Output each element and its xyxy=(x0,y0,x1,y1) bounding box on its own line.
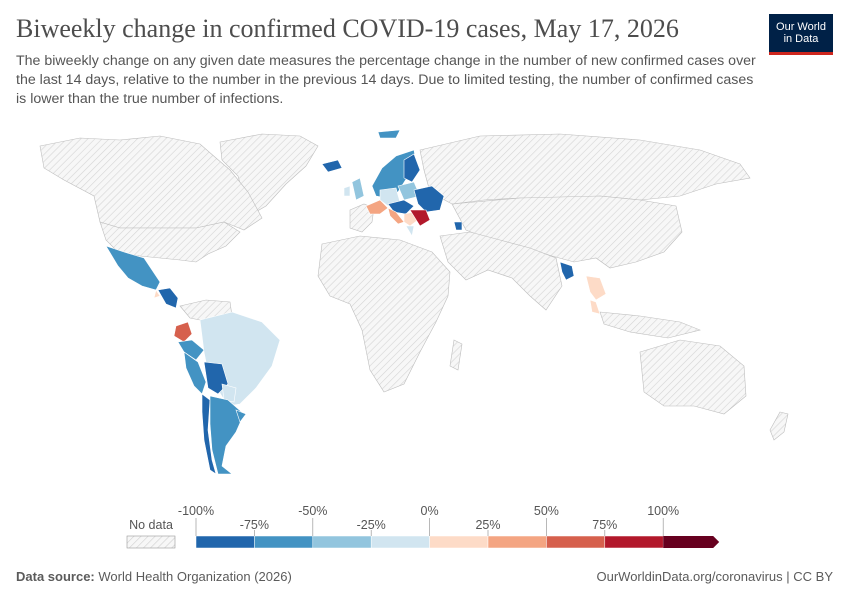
legend-label: -75% xyxy=(240,518,269,532)
region-africa[interactable] xyxy=(317,235,451,393)
region-ireland[interactable] xyxy=(343,185,351,197)
region-paraguay[interactable] xyxy=(221,383,237,403)
logo-line-1: Our World xyxy=(776,21,826,33)
region-malaysia[interactable] xyxy=(589,299,601,315)
region-canada[interactable] xyxy=(39,135,263,231)
legend-no-data: No data xyxy=(126,518,176,549)
region-colombia[interactable] xyxy=(173,321,193,343)
legend-label: 50% xyxy=(534,504,559,518)
region-central-america[interactable] xyxy=(157,287,179,309)
region-france[interactable] xyxy=(365,199,389,215)
owid-logo[interactable]: Our World in Data xyxy=(769,14,833,55)
page-title: Biweekly change in confirmed COVID-19 ca… xyxy=(16,14,679,43)
region-brazil[interactable] xyxy=(199,311,281,407)
legend-label: -50% xyxy=(298,504,327,518)
region-madagascar[interactable] xyxy=(449,339,463,371)
source-text: World Health Organization (2026) xyxy=(98,569,292,584)
region-bulgaria[interactable] xyxy=(409,209,431,227)
region-svalbard[interactable] xyxy=(377,129,401,139)
legend-swatch[interactable] xyxy=(254,535,314,549)
legend-bins: -100% -75% -50% -25% 0% 25% 50% 75% 100% xyxy=(178,504,720,549)
region-south-asia[interactable] xyxy=(439,231,563,311)
page-subtitle: The biweekly change on any given date me… xyxy=(16,53,756,107)
region-iceland[interactable] xyxy=(321,159,343,173)
region-uk[interactable] xyxy=(351,177,365,201)
region-ecuador[interactable] xyxy=(177,339,205,361)
region-mexico[interactable] xyxy=(105,245,161,291)
legend-label: -100% xyxy=(178,504,214,518)
logo-line-2: in Data xyxy=(783,33,819,45)
legend-swatch[interactable] xyxy=(546,535,606,549)
legend-swatch[interactable] xyxy=(429,535,489,549)
legend-label: 25% xyxy=(475,518,500,532)
legend-label: -25% xyxy=(357,518,386,532)
legend-label: 0% xyxy=(421,504,439,518)
legend-swatch[interactable] xyxy=(312,535,372,549)
world-map[interactable] xyxy=(0,120,850,500)
legend-no-data-swatch xyxy=(126,535,176,549)
region-greece[interactable] xyxy=(405,225,415,237)
region-argentina[interactable] xyxy=(209,395,245,475)
region-australia[interactable] xyxy=(639,339,747,415)
legend-no-data-label: No data xyxy=(129,518,173,532)
footer-link[interactable]: OurWorldinData.org/coronavirus | CC BY xyxy=(596,569,833,584)
legend-swatch[interactable] xyxy=(370,535,430,549)
region-west-europe[interactable] xyxy=(349,203,375,233)
region-indonesia[interactable] xyxy=(599,311,701,339)
region-finland[interactable] xyxy=(403,153,421,183)
legend-swatch[interactable] xyxy=(487,535,547,549)
legend-label: 75% xyxy=(592,518,617,532)
legend-swatch[interactable] xyxy=(195,535,255,549)
no-data-regions xyxy=(39,133,789,441)
source-label: Data source: xyxy=(16,569,95,584)
region-italy[interactable] xyxy=(387,207,405,225)
region-georgia[interactable] xyxy=(453,221,463,231)
data-regions xyxy=(105,129,607,475)
region-chile[interactable] xyxy=(201,393,217,475)
region-ukraine[interactable] xyxy=(413,185,445,213)
region-new-zealand[interactable] xyxy=(769,411,789,441)
region-costa-rica[interactable] xyxy=(153,289,161,299)
legend-swatch[interactable] xyxy=(663,536,720,548)
region-myanmar[interactable] xyxy=(559,261,575,281)
region-thailand[interactable] xyxy=(585,275,607,301)
legend-swatch[interactable] xyxy=(604,535,664,549)
footer-source: Data source: World Health Organization (… xyxy=(16,569,292,584)
legend-label: 100% xyxy=(647,504,679,518)
region-uruguay[interactable] xyxy=(235,409,247,423)
region-russia[interactable] xyxy=(419,133,751,205)
color-legend: No data -100% -75% -50% -25% 0% 25% 50% 75% 100% xyxy=(126,504,720,549)
